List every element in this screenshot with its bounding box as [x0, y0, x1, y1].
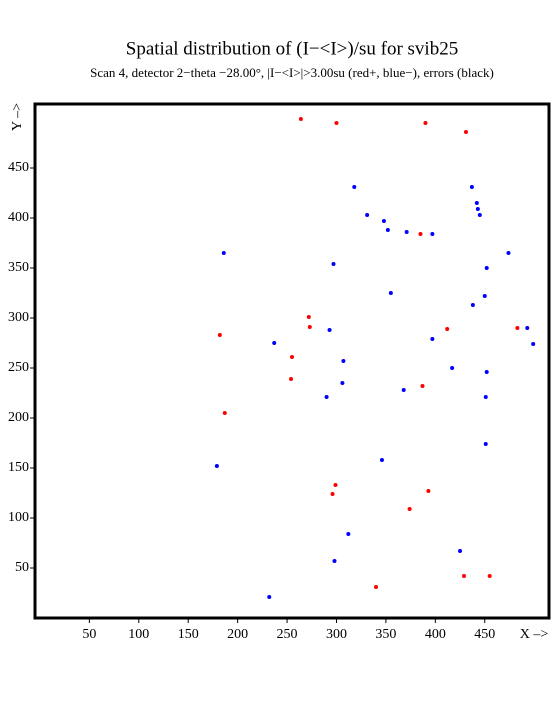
- x-tick-label: 350: [375, 627, 396, 642]
- point: [458, 549, 463, 553]
- point: [381, 219, 386, 223]
- point: [334, 121, 339, 125]
- point: [307, 325, 312, 329]
- point: [388, 291, 393, 295]
- y-tick-label: 350: [8, 260, 29, 275]
- y-axis-label: Y –>: [10, 103, 25, 131]
- point: [420, 384, 425, 388]
- y-tick-label: 200: [8, 410, 29, 425]
- point: [214, 464, 219, 468]
- point: [506, 251, 511, 255]
- y-tick-label: 400: [8, 210, 29, 225]
- point: [463, 130, 468, 134]
- x-tick-label: 100: [128, 627, 149, 642]
- point: [289, 377, 294, 381]
- point: [330, 492, 335, 496]
- point: [333, 483, 338, 487]
- x-tick-label: 200: [227, 627, 248, 642]
- point: [474, 201, 479, 205]
- point: [374, 585, 379, 589]
- point: [324, 395, 329, 399]
- point: [327, 328, 332, 332]
- x-axis-label: X –>: [520, 627, 549, 642]
- point: [267, 595, 272, 599]
- point: [483, 395, 488, 399]
- y-tick-label: 300: [8, 310, 29, 325]
- point: [298, 117, 303, 121]
- point: [450, 366, 455, 370]
- point: [445, 327, 450, 331]
- point: [379, 458, 384, 462]
- point: [525, 326, 530, 330]
- point: [346, 532, 351, 536]
- point: [365, 213, 370, 217]
- point: [352, 185, 357, 189]
- point: [332, 559, 337, 563]
- point: [341, 359, 346, 363]
- point: [222, 411, 227, 415]
- x-tick-label: 400: [425, 627, 446, 642]
- point: [477, 213, 482, 217]
- point: [461, 574, 466, 578]
- point: [423, 121, 428, 125]
- point: [418, 232, 423, 236]
- x-tick-label: 300: [326, 627, 347, 642]
- point: [272, 341, 277, 345]
- point: [217, 333, 222, 337]
- point: [306, 315, 311, 319]
- x-tick-label: 250: [277, 627, 298, 642]
- point: [426, 489, 431, 493]
- point: [221, 251, 226, 255]
- point: [430, 232, 435, 236]
- point: [331, 262, 336, 266]
- point: [484, 370, 489, 374]
- plot-frame: [33, 102, 551, 620]
- point: [470, 303, 475, 307]
- point: [487, 574, 492, 578]
- y-tick-label: 450: [8, 160, 29, 175]
- point: [515, 326, 520, 330]
- x-tick-label: 450: [474, 627, 495, 642]
- chart-subtitle: Scan 4, detector 2−theta −28.00°, |I−<I>…: [90, 65, 494, 80]
- x-tick-label: 50: [82, 627, 96, 642]
- y-tick-label: 250: [8, 360, 29, 375]
- point: [407, 507, 412, 511]
- x-tick-label: 150: [178, 627, 199, 642]
- point: [482, 294, 487, 298]
- y-tick-label: 50: [15, 560, 29, 575]
- point: [531, 342, 536, 346]
- y-tick-label: 100: [8, 510, 29, 525]
- y-tick-label: 150: [8, 460, 29, 475]
- point: [385, 228, 390, 232]
- point: [290, 355, 294, 359]
- point: [475, 207, 480, 211]
- point: [401, 388, 406, 392]
- point: [483, 442, 488, 446]
- point: [404, 230, 409, 234]
- point: [430, 337, 435, 341]
- chart-title: Spatial distribution of (I−<I>)/su for s…: [126, 38, 458, 59]
- point: [484, 266, 489, 270]
- point: [340, 381, 345, 385]
- point: [469, 185, 474, 189]
